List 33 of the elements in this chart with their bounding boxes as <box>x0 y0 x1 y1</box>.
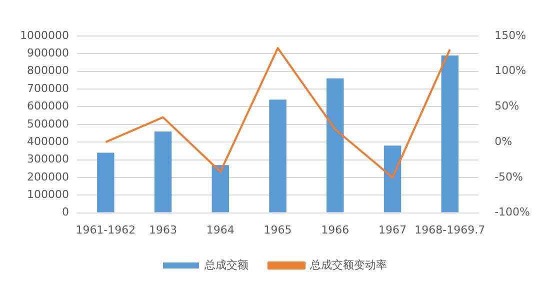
bar <box>384 146 402 212</box>
bar <box>212 165 230 212</box>
legend-label: 总成交额 <box>204 258 248 272</box>
legend-label: 总成交额变动率 <box>309 258 387 272</box>
bar <box>154 131 172 212</box>
y-tick-label: 400000 <box>26 134 69 148</box>
y2-tick-label: -100% <box>494 206 530 219</box>
y2-tick-label: -50% <box>494 170 524 184</box>
y-tick-label: 600000 <box>26 100 69 113</box>
x-tick-label: 1965 <box>264 223 292 236</box>
y2-tick-label: 150% <box>494 28 526 42</box>
y-tick-label: 1000000 <box>20 28 69 42</box>
y-tick-label: 100000 <box>26 188 69 201</box>
y-tick-label: 700000 <box>26 82 69 95</box>
y2-tick-label: 0% <box>494 134 512 148</box>
bar <box>441 55 459 212</box>
y2-tick-label: 50% <box>494 100 520 113</box>
y-tick-label: 300000 <box>26 152 69 166</box>
x-tick-label: 1961-1962 <box>76 223 136 236</box>
y-tick-label: 900000 <box>26 46 69 60</box>
y-tick-label: 800000 <box>26 64 69 78</box>
y-tick-label: 0 <box>62 206 69 219</box>
x-tick-label: 1963 <box>149 223 178 236</box>
x-tick-label: 1968-1969.7 <box>414 223 486 236</box>
bar <box>269 100 286 212</box>
y-tick-label: 500000 <box>26 117 69 130</box>
bar <box>326 78 344 212</box>
bar <box>97 152 114 212</box>
y-tick-label: 200000 <box>26 170 69 184</box>
x-tick-label: 1966 <box>321 223 350 236</box>
y2-tick-label: 100% <box>494 64 526 78</box>
x-tick-label: 1964 <box>206 223 234 236</box>
x-tick-label: 1967 <box>378 223 407 236</box>
